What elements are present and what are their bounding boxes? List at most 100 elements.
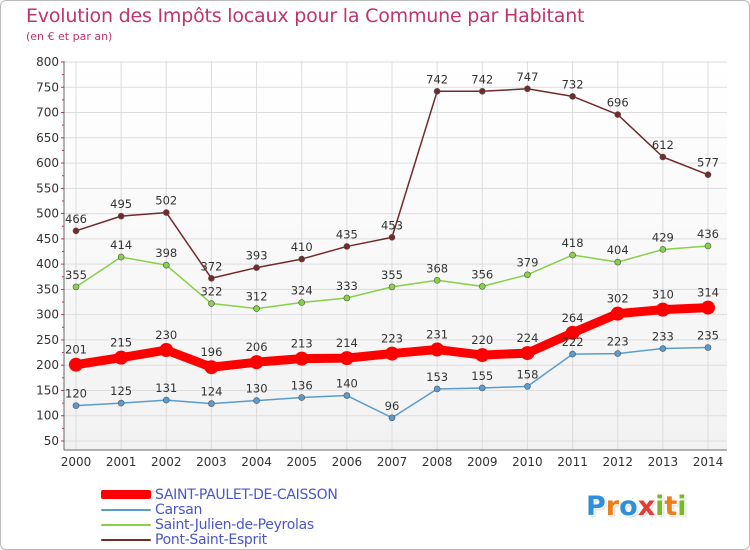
legend-entry: SAINT-PAULET-DE-CAISSON [101,486,338,503]
data-label: 120 [65,387,87,401]
y-tick-label: 300 [36,308,59,322]
y-tick-label: 150 [36,383,59,397]
data-point [298,394,306,401]
data-point [253,305,260,312]
data-point [162,396,170,404]
x-tick-label: 2014 [693,455,724,469]
series-pont-saint-esprit [72,85,712,282]
data-point [208,300,215,307]
data-point [520,346,535,361]
data-label: 436 [697,227,719,241]
data-point [614,111,622,118]
y-tick-label: 250 [36,333,59,347]
data-label: 324 [291,284,313,298]
logo-letter: r [605,491,620,522]
data-point [478,384,486,392]
data-label: 302 [607,292,629,306]
data-point [385,346,399,361]
data-label: 158 [516,367,538,381]
data-point [298,255,306,263]
data-label: 742 [471,72,493,86]
data-label: 333 [336,279,358,293]
series-saint-paulet-de-caisson [69,300,715,375]
data-point [478,283,486,290]
data-point [565,325,580,340]
data-label: 495 [110,197,132,211]
logo-letter: t [664,491,678,522]
y-tick-label: 650 [36,131,59,145]
data-point [339,351,354,366]
data-label: 196 [200,345,222,359]
data-label: 124 [200,385,222,399]
legend-swatch [101,490,151,499]
data-label: 96 [385,399,400,413]
data-point [72,227,80,235]
data-label: 435 [336,227,358,241]
data-label: 130 [246,382,268,396]
chart-subtitle: (en € et par an) [26,30,113,43]
data-point [162,261,170,269]
data-label: 213 [291,337,313,351]
data-point [524,383,531,390]
data-point [614,350,622,357]
legend-swatch [101,508,151,511]
y-tick-label: 550 [36,181,59,195]
y-tick-label: 350 [36,282,59,296]
legend: SAINT-PAULET-DE-CAISSON Carsan Saint-Jul… [101,486,338,548]
data-label: 140 [336,377,358,391]
data-label: 136 [291,379,313,393]
data-point [430,342,445,357]
data-point [208,400,215,407]
plot-area [64,61,727,450]
data-point [655,302,670,317]
data-label: 214 [336,336,358,350]
data-point [704,344,712,351]
series-carsan [72,344,712,422]
data-point [72,283,80,291]
x-tick-label: 2010 [512,455,543,469]
data-label: 155 [471,369,493,383]
data-point [524,271,531,279]
x-tick-label: 2002 [151,455,182,469]
data-label: 230 [155,328,177,342]
x-tick-label: 2008 [422,455,453,469]
data-label: 372 [200,259,222,273]
data-label: 453 [381,218,403,232]
data-label: 222 [562,335,584,349]
data-label: 612 [652,138,674,152]
y-tick-label: 600 [36,156,59,170]
legend-label: SAINT-PAULET-DE-CAISSON [155,486,338,503]
grid-lines [64,61,727,450]
legend-entry: Carsan [101,502,338,518]
data-labels: 201 215 230 196 206 213 214 223 231 220 224 264 302 3… [65,70,719,413]
data-label: 215 [110,336,132,350]
data-point [704,242,712,250]
y-tick-label: 800 [36,55,59,69]
logo-letter: o [619,491,638,522]
data-point [475,348,490,363]
y-tick-label: 100 [36,409,59,423]
data-label: 322 [200,285,222,299]
data-label: 404 [607,243,629,257]
data-point [343,392,351,399]
y-tick-label: 500 [36,207,59,221]
data-label: 368 [426,261,448,275]
x-tick-label: 2005 [286,455,317,469]
data-label: 355 [65,268,87,282]
data-point [614,258,622,266]
data-point [249,355,264,370]
data-label: 429 [652,230,674,244]
data-point [610,306,625,321]
data-label: 502 [155,194,177,208]
data-point [659,153,667,161]
data-point [343,294,351,302]
x-tick-label: 2013 [648,455,679,469]
x-tick-label: 2006 [332,455,363,469]
data-point [659,246,667,253]
data-point [117,399,125,407]
x-tick-label: 2007 [377,455,408,469]
data-point [569,93,576,100]
proxiti-logo: Proxiti [586,491,687,522]
data-point [569,350,576,358]
data-label: 466 [65,212,87,226]
